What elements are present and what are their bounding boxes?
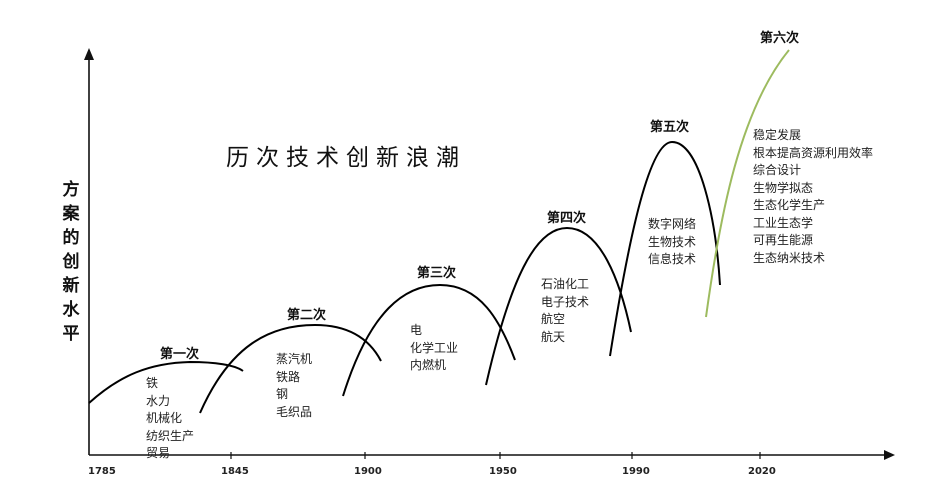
wave-1-items: 铁水力机械化纺织生产贸易 <box>146 375 194 463</box>
x-tick-label: 2020 <box>748 466 776 477</box>
wave-5-title: 第五次 <box>650 120 690 135</box>
wave-item: 稳定发展 <box>753 128 802 142</box>
wave-item: 生态纳米技术 <box>753 250 826 265</box>
wave-item: 纺织生产 <box>146 428 195 443</box>
wave-6-items: 稳定发展根本提高资源利用效率 综合设计生物学拟态生态化学生产 工业生态学可再生能源生… <box>753 127 873 267</box>
wave-4-title: 第四次 <box>547 211 587 226</box>
x-tick-label: 1845 <box>221 466 249 477</box>
x-tick-label: 1990 <box>622 466 650 477</box>
wave-item: 电子技术 <box>541 294 590 309</box>
wave-2-title: 第二次 <box>287 308 327 323</box>
wave-item: 航天 <box>541 329 566 344</box>
y-axis-label: 方案的创新水平 <box>62 180 80 344</box>
x-tick-label: 1785 <box>88 466 116 477</box>
wave-item: 内燃机 <box>410 358 447 372</box>
wave-item: 机械化 <box>146 411 183 425</box>
wave-6-curve <box>705 49 790 318</box>
wave-item: 数字网络 <box>648 217 697 231</box>
x-tick-label: 1900 <box>354 466 382 477</box>
wave-item: 电 <box>410 323 423 337</box>
wave-item: 蒸汽机 <box>276 352 313 366</box>
x-tick-label: 1950 <box>489 466 517 477</box>
wave-item: 综合设计 <box>753 163 802 177</box>
wave-item: 毛织品 <box>276 404 313 419</box>
wave-3-items: 电化学工业 内燃机 <box>410 322 458 375</box>
wave-4-curve <box>485 226 632 386</box>
wave-3-title: 第三次 <box>417 266 457 281</box>
wave-item: 工业生态学 <box>753 215 814 230</box>
wave-item: 铁路 <box>276 369 301 384</box>
wave-6-title: 第六次 <box>760 31 800 46</box>
wave-item: 生物技术 <box>648 234 697 249</box>
y-axis-arrow <box>84 48 94 60</box>
wave-5-items: 数字网络生物技术信息技术 <box>648 216 696 269</box>
wave-item: 可再生能源 <box>753 233 814 247</box>
wave-item: 石油化工 <box>541 277 590 291</box>
wave-item: 钢 <box>276 387 289 401</box>
wave-item: 生物学拟态 <box>753 180 814 195</box>
wave-item: 化学工业 <box>410 340 459 355</box>
wave-item: 根本提高资源利用效率 <box>753 145 874 160</box>
wave-item: 贸易 <box>146 446 171 460</box>
wave-5-curve <box>609 140 721 357</box>
wave-item: 航空 <box>541 312 566 326</box>
wave-1-title: 第一次 <box>160 347 200 362</box>
wave-item: 生态化学生产 <box>753 198 826 212</box>
diagram-title: 历次技术创新浪潮 <box>226 145 466 171</box>
wave-2-items: 蒸汽机 铁路钢毛织品 <box>276 351 312 421</box>
wave-4-items: 石油化工电子技术航空航天 <box>541 276 589 346</box>
wave-3-curve <box>342 283 516 397</box>
wave-item: 信息技术 <box>648 252 697 266</box>
wave-item: 水力 <box>146 393 171 408</box>
x-axis-arrow <box>884 450 895 460</box>
wave-1-curve <box>88 360 244 404</box>
wave-item: 铁 <box>146 376 159 390</box>
